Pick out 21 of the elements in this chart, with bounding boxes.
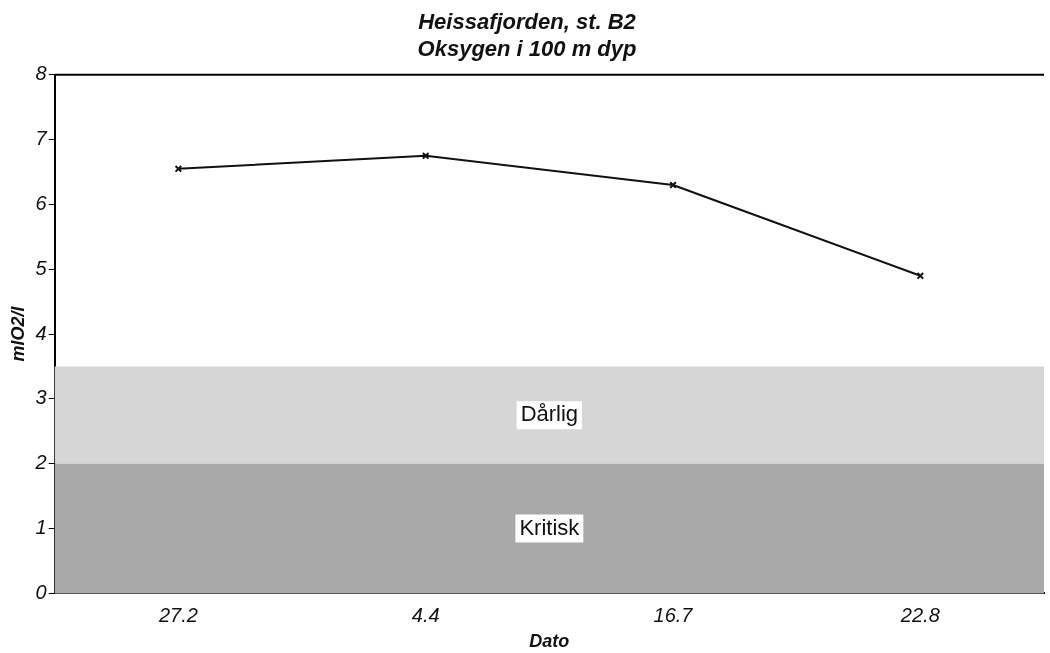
y-tick-label: 6 bbox=[35, 192, 48, 215]
y-tick-label: 2 bbox=[34, 451, 47, 474]
y-tick-label: 8 bbox=[35, 62, 47, 85]
y-axis-title: mlO2/l bbox=[7, 305, 28, 362]
point bbox=[174, 164, 183, 173]
y-tick-label: 1 bbox=[35, 516, 47, 539]
y-tick-label: 5 bbox=[35, 256, 48, 279]
point bbox=[916, 271, 925, 280]
y-tick-label: 3 bbox=[35, 386, 47, 409]
x-axis-title: Dato bbox=[529, 631, 570, 652]
y-tick-label: 7 bbox=[35, 127, 48, 150]
x-tick-label: 27.2 bbox=[157, 603, 198, 626]
chart-subtitle: Oksygen i 100 m dyp bbox=[417, 35, 637, 61]
x-tick-label: 22.8 bbox=[899, 603, 940, 626]
band-label: Kritisk bbox=[519, 514, 581, 540]
x-tick-label: 4.4 bbox=[411, 603, 440, 626]
y-tick-label: 0 bbox=[35, 580, 47, 603]
band-label: Dårlig bbox=[520, 401, 579, 427]
chart-title: Heissafjorden, st. B2 bbox=[418, 9, 637, 35]
x-tick-label: 16.7 bbox=[653, 603, 694, 626]
y-tick-label: 4 bbox=[35, 321, 47, 344]
